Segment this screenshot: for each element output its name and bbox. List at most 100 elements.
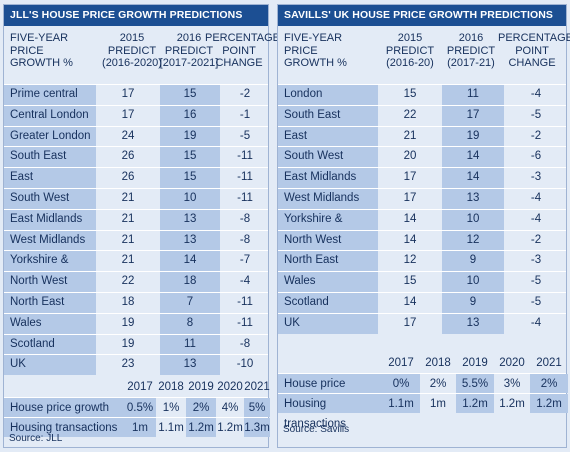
- jll-cell-change: -11: [237, 171, 253, 184]
- savills-cell-predict-2015: 17: [403, 191, 417, 204]
- savills-table-row: London 15 11 -4: [278, 84, 566, 105]
- jll-cell-predict-2016: 7: [160, 292, 220, 313]
- jll-cell-predict-2016: 10: [160, 188, 220, 209]
- jll-cell-region: South West: [4, 188, 96, 209]
- savills-table-row: Scotland 14 9 -5: [278, 291, 566, 313]
- savills-cell-predict-2016: 19: [442, 126, 504, 147]
- jll-panel-title: JLL'S HOUSE PRICE GROWTH PREDICTIONS: [4, 5, 268, 26]
- jll-yearly-value: 1.2m: [217, 422, 243, 434]
- savills-cell-predict-2015: 14: [403, 233, 417, 246]
- jll-cell-predict-2015: 22: [121, 275, 135, 288]
- savills-panel: SAVILLS' UK HOUSE PRICE GROWTH PREDICTIO…: [277, 4, 570, 448]
- savills-yearly-value: 1.2m: [530, 394, 568, 413]
- jll-table-row: Scotland 19 11 -8: [4, 333, 268, 355]
- savills-table-row: East Midlands 17 14 -3: [278, 167, 566, 188]
- jll-yearly-value: 1.1m: [158, 422, 184, 434]
- savills-cell-region: Wales: [278, 272, 378, 292]
- savills-table-row: South East 22 17 -5: [278, 104, 566, 126]
- savills-cell-region: UK: [278, 313, 378, 334]
- savills-cell-change: -2: [530, 233, 542, 246]
- jll-table-row: West Midlands 21 13 -8: [4, 229, 268, 251]
- savills-cell-predict-2015: 15: [403, 275, 417, 288]
- savills-cell-region: London: [278, 85, 378, 105]
- jll-year-label: 2020: [217, 381, 243, 393]
- jll-cell-predict-2016: 8: [160, 313, 220, 334]
- savills-cell-region: South East: [278, 105, 378, 126]
- jll-cell-change: -1: [239, 108, 251, 121]
- savills-cell-change: -4: [530, 212, 542, 225]
- savills-cell-predict-2015: 14: [403, 212, 417, 225]
- jll-cell-region: West Midlands: [4, 230, 96, 251]
- savills-cell-predict-2015: 15: [403, 88, 417, 100]
- savills-yearly-label: Housing transactions: [278, 394, 382, 430]
- savills-header-change: PERCENTAGE POINT CHANGE: [498, 32, 570, 69]
- jll-header-2015: 2015 PREDICT (2016-2020): [102, 32, 162, 69]
- jll-cell-predict-2015: 26: [121, 171, 135, 184]
- jll-cell-region: Greater London: [4, 126, 96, 147]
- jll-cell-predict-2016: 15: [160, 147, 220, 168]
- jll-cell-region: South East: [4, 147, 96, 168]
- savills-cell-region: South West: [278, 147, 378, 168]
- jll-cell-predict-2015: 19: [121, 337, 135, 350]
- jll-cell-predict-2015: 17: [121, 88, 135, 100]
- jll-yearly-value: 2%: [186, 398, 216, 417]
- jll-source: Source: JLL: [9, 433, 63, 444]
- jll-cell-predict-2016: 11: [160, 334, 220, 355]
- jll-cell-predict-2016: 16: [160, 105, 220, 126]
- jll-header-change: PERCENTAGE POINT CHANGE: [205, 32, 280, 69]
- savills-yearly-value: 3%: [503, 378, 521, 390]
- jll-cell-change: -2: [239, 88, 251, 100]
- savills-cell-predict-2015: 22: [403, 108, 417, 121]
- savills-table-row: West Midlands 17 13 -4: [278, 187, 566, 209]
- savills-cell-predict-2016: 13: [442, 188, 504, 209]
- savills-panel-title: SAVILLS' UK HOUSE PRICE GROWTH PREDICTIO…: [278, 5, 566, 26]
- jll-yearly-value: 4%: [221, 402, 239, 414]
- jll-table-row: Wales 19 8 -11: [4, 312, 268, 334]
- jll-cell-predict-2015: 21: [121, 212, 135, 225]
- savills-cell-change: -2: [530, 129, 542, 142]
- jll-cell-change: -10: [236, 358, 254, 371]
- jll-year-label: 2019: [188, 381, 214, 393]
- jll-cell-region: North East: [4, 292, 96, 313]
- jll-table-row: Greater London 24 19 -5: [4, 125, 268, 147]
- jll-year-label: 2021: [244, 381, 270, 393]
- jll-cell-change: -5: [239, 129, 251, 142]
- savills-yearly-value: 1m: [430, 398, 446, 410]
- savills-year-label: 2017: [388, 357, 414, 369]
- savills-cell-predict-2015: 12: [403, 254, 417, 267]
- savills-table-row: Wales 15 10 -5: [278, 271, 566, 292]
- savills-cell-predict-2016: 9: [442, 292, 504, 313]
- jll-cell-predict-2016: 13: [160, 230, 220, 251]
- jll-cell-predict-2015: 24: [121, 129, 135, 142]
- savills-table-row: North West 14 12 -2: [278, 229, 566, 251]
- savills-cell-predict-2016: 11: [442, 85, 504, 105]
- jll-table-row: North West 22 18 -4: [4, 271, 268, 292]
- jll-cell-predict-2016: 15: [160, 168, 220, 188]
- jll-table-row: Prime central London 17 15 -2: [4, 84, 268, 120]
- jll-cell-region: Prime central London: [4, 85, 96, 120]
- savills-cell-predict-2015: 14: [403, 295, 417, 308]
- savills-cell-change: -3: [530, 171, 542, 184]
- savills-table-row: UK 17 13 -4: [278, 312, 566, 334]
- savills-cell-predict-2016: 10: [442, 209, 504, 230]
- savills-cell-change: -4: [530, 88, 542, 100]
- jll-cell-change: -11: [237, 150, 253, 163]
- jll-yearly-value: 5%: [244, 398, 270, 417]
- savills-table-row: South West 20 14 -6: [278, 146, 566, 168]
- jll-cell-change: -8: [239, 337, 251, 350]
- savills-cell-change: -6: [530, 150, 542, 163]
- jll-table-row: East 26 15 -11: [4, 167, 268, 188]
- savills-cell-predict-2016: 14: [442, 168, 504, 188]
- savills-yearly-label: House price growth: [278, 374, 382, 410]
- jll-table-row: North East 18 7 -11: [4, 291, 268, 313]
- savills-cell-region: Scotland: [278, 292, 378, 313]
- jll-cell-change: -4: [239, 275, 251, 288]
- jll-cell-region: Scotland: [4, 334, 96, 355]
- jll-year-label: 2017: [127, 381, 153, 393]
- savills-cell-change: -3: [530, 254, 542, 267]
- jll-yearly-value: 1.2m: [186, 418, 216, 437]
- savills-year-label: 2021: [536, 357, 562, 369]
- jll-cell-predict-2015: 19: [121, 316, 135, 329]
- jll-table-row: Central London 17 16 -1: [4, 104, 268, 126]
